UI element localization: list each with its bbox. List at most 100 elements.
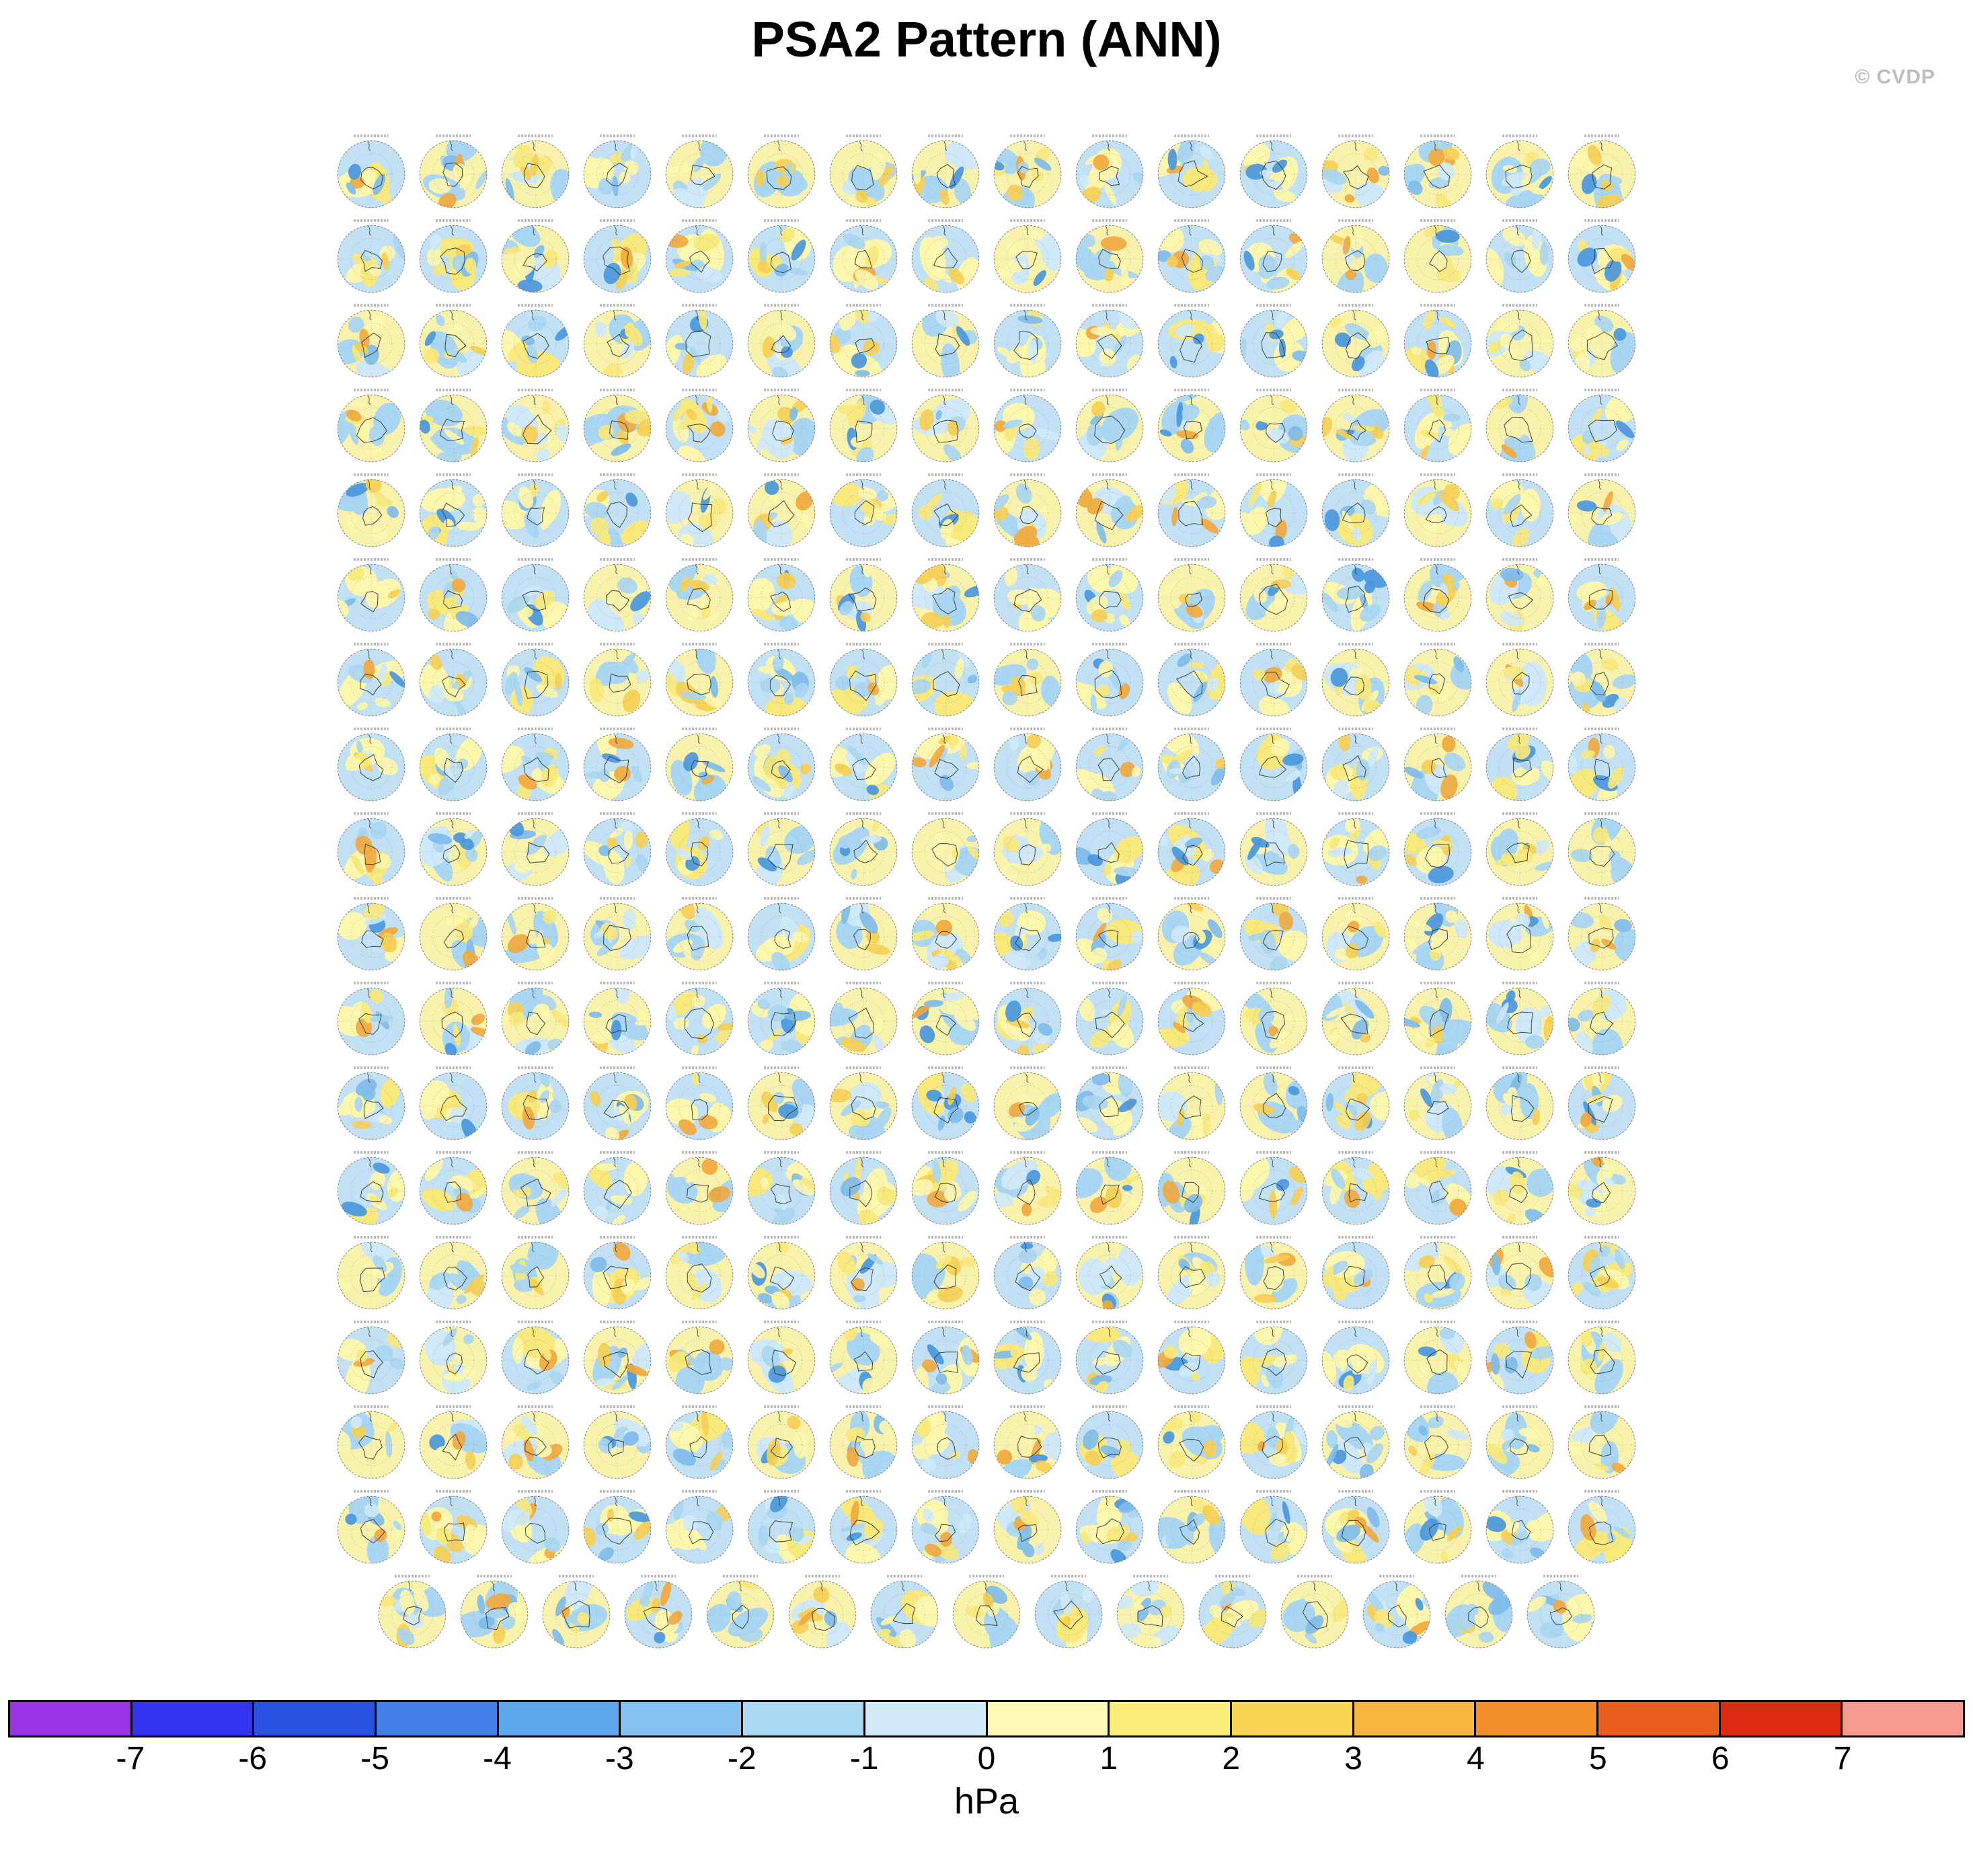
mini-map — [747, 394, 816, 463]
mini-map — [1321, 309, 1390, 378]
map-panel — [1479, 133, 1561, 218]
map-panel — [1233, 1489, 1315, 1573]
panel-model-label — [1584, 897, 1619, 900]
panel-model-label — [1584, 643, 1619, 646]
mini-map — [1157, 225, 1226, 293]
map-panel — [986, 641, 1069, 726]
panel-model-label — [518, 982, 553, 984]
map-panel — [1479, 1065, 1561, 1150]
map-panel — [1397, 641, 1479, 726]
map-panel — [1233, 896, 1315, 980]
map-panel — [1561, 980, 1643, 1065]
mini-map — [419, 902, 488, 971]
map-panel — [740, 472, 822, 557]
mini-map — [1568, 394, 1636, 463]
panel-model-label — [682, 1321, 717, 1323]
mini-map — [993, 987, 1062, 1056]
map-panel — [1315, 387, 1397, 472]
mini-map — [583, 987, 652, 1056]
map-panel — [1233, 811, 1315, 896]
map-panel — [658, 1065, 740, 1150]
panel-model-label — [1584, 219, 1619, 222]
map-panel — [1069, 557, 1151, 641]
mini-map — [1157, 648, 1226, 717]
map-panel — [576, 811, 658, 896]
panel-model-label — [518, 1236, 553, 1239]
map-panel — [1069, 1319, 1151, 1404]
map-panel — [658, 557, 740, 641]
map-panel — [740, 726, 822, 811]
mini-map — [1321, 733, 1390, 802]
mini-map — [583, 1326, 652, 1395]
mini-map — [911, 987, 980, 1056]
map-panel — [1561, 303, 1643, 387]
panel-model-label — [682, 897, 717, 900]
map-panel — [1151, 133, 1233, 218]
mini-map — [1485, 987, 1554, 1056]
panel-model-label — [1502, 1236, 1537, 1239]
mini-map — [1157, 309, 1226, 378]
mini-map — [1075, 1157, 1144, 1225]
panel-model-label — [436, 1321, 471, 1323]
map-panel — [412, 1065, 494, 1150]
map-panel — [412, 133, 494, 218]
map-panel — [412, 726, 494, 811]
mini-map — [1568, 1157, 1636, 1225]
panel-model-label — [1010, 728, 1045, 730]
map-panel — [330, 1150, 412, 1235]
panel-model-label — [1502, 1151, 1537, 1154]
map-panel — [740, 641, 822, 726]
mini-map — [583, 733, 652, 802]
map-panel — [1069, 303, 1151, 387]
map-panel — [986, 1235, 1069, 1319]
panel-model-label — [436, 1236, 471, 1239]
mini-map — [829, 225, 898, 293]
panel-model-label — [1338, 982, 1373, 984]
mini-map — [542, 1580, 611, 1649]
mini-map — [1568, 309, 1636, 378]
panel-model-label — [1338, 897, 1373, 900]
mini-map — [1075, 394, 1144, 463]
panel-model-label — [477, 1575, 512, 1577]
mini-map — [665, 1241, 734, 1310]
mini-map — [419, 1072, 488, 1140]
mini-map — [911, 479, 980, 547]
panel-model-label — [1420, 1405, 1455, 1408]
panel-model-label — [928, 897, 963, 900]
map-panel — [1397, 387, 1479, 472]
mini-map — [829, 648, 898, 717]
mini-map — [911, 1495, 980, 1564]
mini-map — [993, 1495, 1062, 1564]
mini-map — [501, 733, 570, 802]
mini-map — [501, 1411, 570, 1479]
panel-model-label — [1584, 389, 1619, 391]
mini-map — [419, 1241, 488, 1310]
map-panel — [1397, 1489, 1479, 1573]
panel-model-label — [1010, 982, 1045, 984]
colorbar-cell — [1843, 1702, 1963, 1735]
mini-map — [1485, 394, 1554, 463]
map-panel — [494, 811, 576, 896]
panel-model-label — [1010, 897, 1045, 900]
panel-model-label — [518, 219, 553, 222]
panel-model-label — [1502, 473, 1537, 476]
panel-model-label — [518, 1321, 553, 1323]
panel-model-label — [559, 1575, 594, 1577]
map-panel — [494, 726, 576, 811]
panel-model-label — [1338, 389, 1373, 391]
map-panel — [904, 1065, 986, 1150]
panel-model-label — [846, 982, 881, 984]
panel-model-label — [518, 1151, 553, 1154]
panel-model-label — [846, 1405, 881, 1408]
map-panel — [1151, 896, 1233, 980]
map-panel — [904, 811, 986, 896]
map-panel — [330, 1235, 412, 1319]
map-panel — [494, 980, 576, 1065]
panel-model-label — [1092, 389, 1127, 391]
panel-model-label — [1010, 219, 1045, 222]
mini-map — [1075, 479, 1144, 547]
mini-map — [419, 1326, 488, 1395]
map-panel — [1069, 218, 1151, 303]
panel-model-label — [600, 728, 635, 730]
